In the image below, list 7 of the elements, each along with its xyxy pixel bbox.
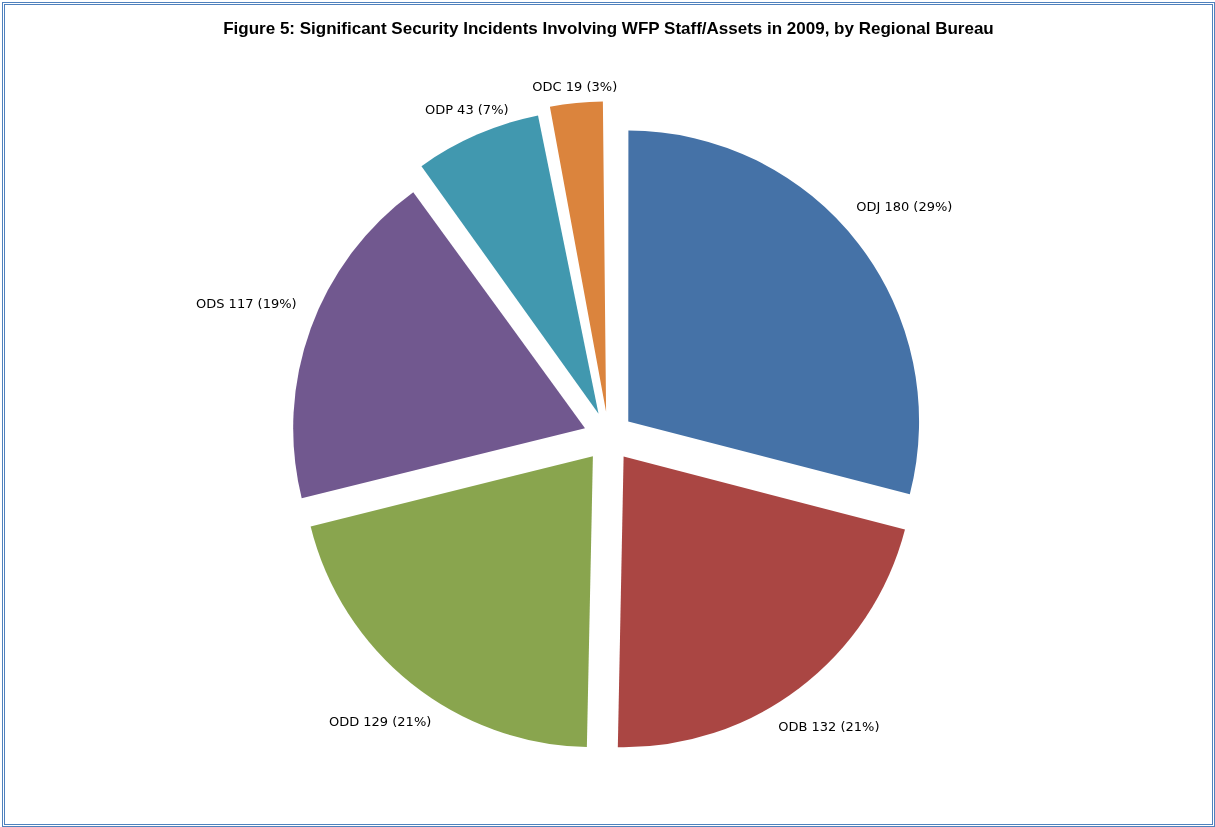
chart-title: Figure 5: Significant Security Incidents Involving WFP Staff/Assets in 2009, by Regional Bureau — [223, 18, 994, 38]
slice-label: ODC 19 (3%) — [532, 79, 618, 95]
slice-label: ODJ 180 (29%) — [856, 199, 953, 215]
slice-label: ODP 43 (7%) — [424, 102, 509, 118]
slice-label: ODS 117 (19%) — [195, 296, 297, 312]
slice-label: ODD 129 (21%) — [328, 714, 432, 730]
slice-label: ODB 132 (21%) — [778, 718, 880, 734]
